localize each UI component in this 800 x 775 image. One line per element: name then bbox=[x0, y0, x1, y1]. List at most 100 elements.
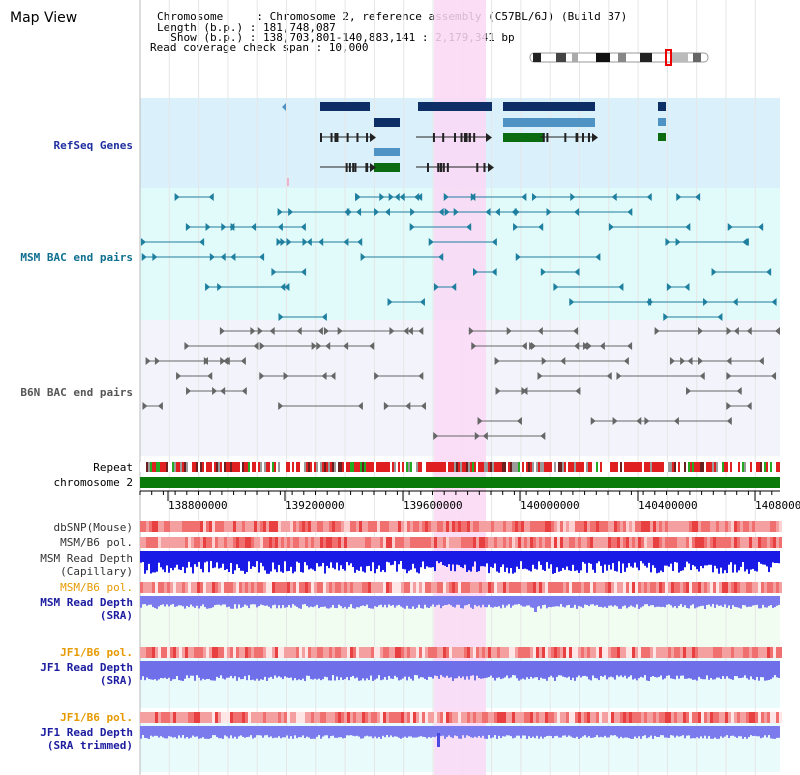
heat-cell bbox=[719, 521, 722, 532]
bac-end-marker bbox=[494, 208, 500, 216]
depth-bar bbox=[196, 551, 198, 567]
depth-bar bbox=[662, 596, 664, 607]
depth-bar bbox=[722, 596, 724, 608]
depth-bar bbox=[410, 661, 412, 679]
heat-cell bbox=[602, 712, 605, 723]
heat-cell bbox=[578, 521, 581, 532]
heat-cell bbox=[269, 647, 272, 658]
depth-bar bbox=[626, 551, 628, 568]
bac-end-marker bbox=[590, 417, 596, 425]
heat-cell bbox=[440, 712, 443, 723]
depth-bar bbox=[272, 551, 274, 563]
repeat-segment bbox=[680, 462, 682, 472]
repeat-segment bbox=[402, 462, 404, 472]
depth-bar bbox=[588, 661, 590, 680]
heat-cell bbox=[257, 582, 260, 593]
repeat-segment bbox=[664, 462, 666, 472]
depth-bar bbox=[186, 551, 188, 568]
repeat-segment bbox=[330, 462, 332, 472]
depth-bar bbox=[284, 661, 286, 677]
heat-cell bbox=[713, 537, 716, 548]
depth-bar bbox=[602, 596, 604, 608]
repeat-segment bbox=[448, 462, 450, 472]
heat-cell bbox=[737, 712, 740, 723]
repeat-segment bbox=[764, 462, 766, 472]
depth-bar bbox=[262, 661, 264, 680]
depth-bar bbox=[490, 551, 492, 567]
heat-cell bbox=[662, 537, 665, 548]
repeat-segment bbox=[384, 462, 386, 472]
track-label-refseq[interactable]: RefSeq Genes bbox=[53, 139, 133, 152]
depth-bar bbox=[574, 661, 576, 681]
heat-cell bbox=[545, 582, 548, 593]
depth-bar bbox=[224, 596, 226, 605]
repeat-segment bbox=[576, 462, 578, 472]
repeat-segment bbox=[282, 462, 284, 472]
depth-bar bbox=[226, 661, 228, 678]
track-label-b6n-bac[interactable]: B6N BAC end pairs bbox=[20, 386, 133, 399]
heat-cell bbox=[464, 537, 467, 548]
depth-bar bbox=[312, 726, 314, 739]
heat-cell bbox=[260, 712, 263, 723]
bac-end-marker bbox=[444, 208, 450, 216]
heat-cell bbox=[146, 521, 149, 532]
depth-bar bbox=[542, 661, 544, 679]
repeat-segment bbox=[142, 462, 144, 472]
depth-bar bbox=[548, 596, 550, 607]
heat-cell bbox=[446, 647, 449, 658]
depth-bar bbox=[538, 726, 540, 739]
bac-end-marker bbox=[515, 253, 521, 261]
heat-cell bbox=[626, 521, 629, 532]
heat-cell bbox=[185, 647, 188, 658]
depth-bar bbox=[550, 661, 552, 676]
depth-bar bbox=[200, 661, 202, 681]
heat-cell bbox=[368, 537, 371, 548]
repeat-segment bbox=[668, 462, 670, 472]
repeat-segment bbox=[166, 462, 168, 472]
heat-cell bbox=[668, 537, 671, 548]
track-label-msm-bac[interactable]: MSM BAC end pairs bbox=[20, 251, 133, 264]
depth-bar bbox=[370, 596, 372, 609]
depth-bar bbox=[146, 551, 148, 571]
heat-cell bbox=[629, 647, 632, 658]
depth-bar bbox=[644, 726, 646, 736]
depth-bar bbox=[302, 661, 304, 679]
heat-cell bbox=[455, 647, 458, 658]
depth-bar bbox=[488, 726, 490, 736]
bac-end-marker bbox=[574, 268, 580, 276]
heat-cell bbox=[260, 521, 263, 532]
depth-bar bbox=[428, 726, 430, 738]
exon bbox=[442, 133, 445, 142]
depth-bar bbox=[536, 726, 538, 736]
depth-bar bbox=[740, 726, 742, 737]
repeat-segment bbox=[442, 462, 444, 472]
heat-cell bbox=[293, 521, 296, 532]
repeat-segment bbox=[210, 462, 212, 472]
depth-bar bbox=[580, 551, 582, 571]
depth-bar bbox=[674, 551, 676, 562]
repeat-segment bbox=[544, 462, 546, 472]
heat-cell bbox=[248, 647, 251, 658]
depth-bar bbox=[432, 596, 434, 605]
heat-cell bbox=[197, 537, 200, 548]
depth-bar bbox=[614, 726, 616, 736]
heat-cell bbox=[689, 647, 692, 658]
depth-bar bbox=[298, 551, 300, 563]
depth-bar bbox=[182, 661, 184, 681]
depth-bar bbox=[384, 551, 386, 573]
depth-bar bbox=[164, 551, 166, 573]
heat-cell bbox=[209, 521, 212, 532]
depth-bar bbox=[442, 596, 444, 606]
depth-bar bbox=[416, 661, 418, 676]
heat-cell bbox=[440, 521, 443, 532]
depth-bar bbox=[514, 596, 516, 605]
depth-bar bbox=[588, 726, 590, 737]
depth-bar bbox=[264, 596, 266, 606]
depth-bar bbox=[640, 726, 642, 739]
depth-bar bbox=[766, 661, 768, 681]
depth-bar bbox=[218, 551, 220, 569]
heat-cell bbox=[296, 712, 299, 723]
depth-bar bbox=[284, 551, 286, 562]
repeat-segment bbox=[200, 462, 202, 472]
